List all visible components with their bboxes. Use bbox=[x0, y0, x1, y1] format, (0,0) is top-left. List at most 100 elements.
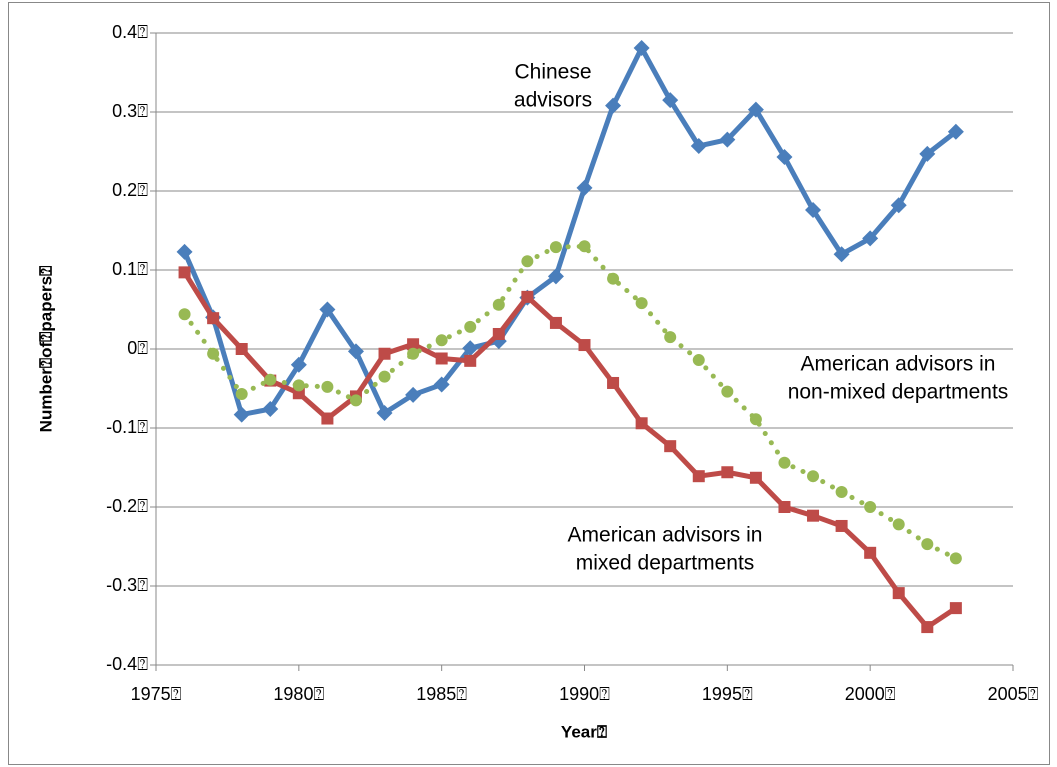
x-axis-label: Year⍰ bbox=[561, 722, 607, 741]
marker bbox=[692, 470, 705, 483]
x-tick-label: 1990⍰ bbox=[559, 684, 610, 704]
marker bbox=[778, 456, 791, 469]
marker bbox=[921, 538, 934, 551]
marker bbox=[264, 373, 277, 386]
marker bbox=[692, 354, 705, 367]
marker bbox=[635, 297, 648, 310]
marker bbox=[262, 401, 279, 418]
annotation: non-mixed departments bbox=[788, 381, 1009, 404]
plot: -0.4⍰ -0.3⍰ -0.2⍰ -0.1⍰ 0⍰ 0.1⍰ 0.2⍰ 0.3⍰ 0.4⍰ 19… bbox=[106, 22, 1038, 704]
marker bbox=[835, 485, 848, 498]
marker bbox=[435, 352, 448, 365]
x-tick-label: 1985⍰ bbox=[416, 684, 467, 704]
y-tick-label: 0.1⍰ bbox=[112, 259, 148, 279]
x-tick-label: 2000⍰ bbox=[845, 684, 896, 704]
marker bbox=[321, 412, 334, 425]
marker bbox=[664, 440, 677, 453]
marker bbox=[892, 518, 905, 531]
marker bbox=[521, 255, 534, 268]
marker bbox=[749, 413, 762, 426]
marker bbox=[605, 97, 622, 114]
y-tick-label: 0.2⍰ bbox=[112, 180, 148, 200]
marker bbox=[464, 354, 477, 367]
marker bbox=[833, 246, 850, 263]
marker bbox=[662, 92, 679, 109]
marker bbox=[492, 327, 505, 340]
x-tick-label: 1995⍰ bbox=[702, 684, 753, 704]
annotation: mixed departments bbox=[576, 552, 755, 575]
marker bbox=[462, 340, 479, 357]
marker bbox=[633, 40, 650, 57]
marker bbox=[807, 509, 820, 522]
series-line bbox=[182, 45, 959, 418]
y-axis-label: Number⍰of⍰papers⍰ bbox=[36, 266, 55, 433]
marker bbox=[405, 386, 422, 403]
marker bbox=[664, 331, 677, 344]
marker bbox=[292, 379, 305, 392]
marker bbox=[321, 380, 334, 393]
marker bbox=[721, 466, 734, 479]
marker bbox=[607, 272, 620, 285]
marker bbox=[407, 338, 420, 351]
annotation: American advisors in bbox=[801, 353, 996, 376]
marker bbox=[176, 243, 193, 260]
marker bbox=[719, 131, 736, 148]
marker bbox=[921, 621, 934, 634]
marker bbox=[207, 347, 220, 360]
annotation: Chinese bbox=[514, 61, 591, 84]
y-tick-label: 0⍰ bbox=[127, 338, 148, 358]
marker bbox=[919, 145, 936, 162]
marker bbox=[949, 552, 962, 565]
marker bbox=[807, 470, 820, 483]
marker bbox=[578, 240, 591, 253]
marker bbox=[347, 343, 364, 360]
marker bbox=[578, 339, 591, 352]
marker bbox=[376, 404, 393, 421]
marker bbox=[947, 123, 964, 140]
marker bbox=[864, 501, 877, 513]
marker bbox=[435, 334, 448, 347]
marker bbox=[776, 149, 793, 166]
marker bbox=[864, 546, 877, 559]
marker bbox=[433, 376, 450, 393]
marker bbox=[547, 268, 564, 285]
y-tick-label: -0.4⍰ bbox=[106, 654, 148, 674]
series-line bbox=[182, 269, 959, 630]
marker bbox=[607, 376, 620, 389]
x-tick-label: 1975⍰ bbox=[131, 684, 182, 704]
x-tick-label: 2005⍰ bbox=[988, 684, 1039, 704]
y-tick-label: -0.2⍰ bbox=[106, 496, 148, 516]
marker bbox=[178, 308, 191, 321]
marker bbox=[235, 388, 248, 401]
annotation: American advisors in bbox=[568, 524, 763, 547]
chart-frame bbox=[8, 2, 1050, 765]
x-tick-label: 1980⍰ bbox=[273, 684, 324, 704]
marker bbox=[464, 320, 477, 333]
marker bbox=[233, 406, 250, 423]
marker bbox=[521, 290, 534, 303]
marker bbox=[835, 519, 848, 532]
annotations: Chinese advisors American advisors in no… bbox=[514, 61, 1008, 575]
marker bbox=[290, 356, 307, 373]
y-tick-label: -0.3⍰ bbox=[106, 575, 148, 595]
marker bbox=[349, 394, 362, 407]
marker bbox=[378, 347, 391, 360]
marker bbox=[178, 266, 191, 279]
y-tick-label: -0.1⍰ bbox=[106, 417, 148, 437]
marker bbox=[949, 602, 962, 615]
marker bbox=[549, 241, 562, 254]
marker bbox=[378, 370, 391, 383]
series-line bbox=[182, 243, 959, 561]
marker bbox=[892, 587, 905, 600]
marker bbox=[235, 343, 248, 355]
marker bbox=[690, 137, 707, 154]
marker bbox=[407, 347, 420, 360]
marker bbox=[862, 230, 879, 247]
marker bbox=[635, 417, 648, 430]
marker bbox=[747, 101, 764, 118]
y-tick-label: 0.4⍰ bbox=[112, 22, 148, 42]
marker bbox=[576, 179, 593, 196]
marker bbox=[549, 316, 562, 329]
y-tick-label: 0.3⍰ bbox=[112, 101, 148, 121]
